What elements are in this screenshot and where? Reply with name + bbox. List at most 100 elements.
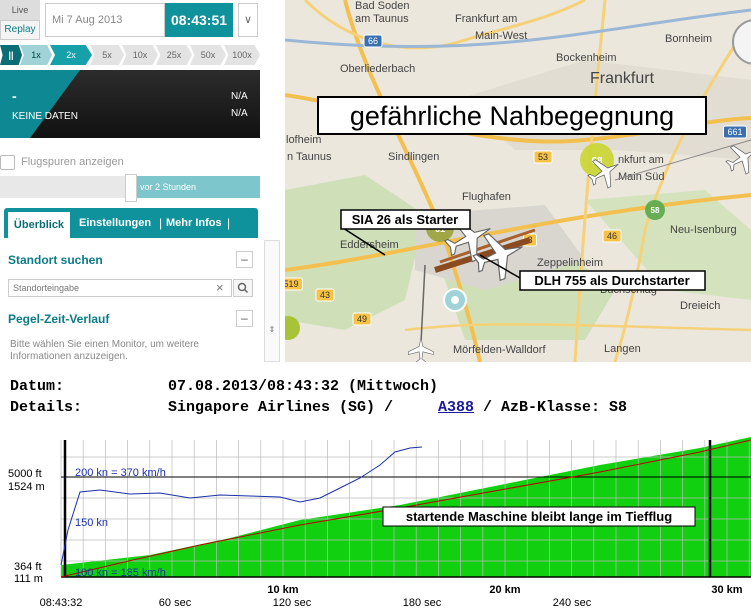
speed-button[interactable]: 1x: [20, 45, 52, 65]
annotation-box: [340, 209, 471, 230]
route-shield: [533, 150, 553, 164]
status-dash: -: [12, 88, 17, 104]
annotation: startende Maschine bleibt lange im Tieff…: [406, 509, 672, 524]
altitude-label: 364 ft: [14, 561, 42, 573]
annotation-pointer: [479, 254, 521, 279]
place-label: am Taunus: [355, 13, 409, 25]
annotation: gefährliche Nahbegegnung: [350, 101, 674, 131]
speed-button[interactable]: 100x: [224, 45, 260, 65]
river: [285, 8, 751, 49]
speed-label: 150 kn: [75, 517, 108, 529]
altitude-label: 5000 ft: [8, 468, 42, 480]
annotation: DLH 755 als Durchstarter: [534, 273, 689, 288]
place-label: Oberliederbach: [340, 63, 415, 75]
tab-active[interactable]: Überblick: [8, 212, 70, 238]
detail-value: / AzB-Klasse: S8: [483, 399, 628, 416]
altitude-label: 111 m: [14, 573, 43, 585]
speed-label: 100 kn = 185 km/h: [75, 567, 166, 579]
section-title: Pegel-Zeit-Verlauf: [8, 312, 110, 326]
tab-separator: |: [227, 216, 231, 230]
place-label: lofheim: [286, 134, 321, 146]
route-shield: [352, 312, 372, 326]
place-label: Sindlingen: [388, 151, 439, 163]
monitor-marker[interactable]: [285, 316, 300, 340]
time-field[interactable]: 08:43:51: [165, 3, 233, 37]
live-button[interactable]: Live: [0, 0, 40, 20]
slider-handle[interactable]: [125, 174, 137, 202]
flight-trail: [434, 237, 531, 273]
place-label: n Taunus: [287, 151, 332, 163]
checkbox[interactable]: [0, 155, 15, 170]
speed-button[interactable]: 50x: [190, 45, 226, 65]
labels: 5000 ft 1524 m 364 ft 111 m 200 kn = 370…: [8, 467, 743, 609]
forest: [585, 190, 751, 300]
distance-label: 30 km: [711, 584, 742, 596]
dropdown[interactable]: ∨: [238, 3, 258, 37]
search-input[interactable]: Standorteingabe: [8, 279, 232, 297]
tab[interactable]: Mehr Infos: [166, 217, 222, 229]
place-label: Flughafen: [462, 191, 511, 203]
route-number: 43: [320, 290, 330, 300]
place-label: Bad Soden: [355, 0, 409, 12]
search-button[interactable]: [233, 279, 253, 297]
time-label: 120 sec: [273, 597, 312, 609]
speed-line: [60, 446, 423, 566]
location-dot: [451, 296, 459, 304]
status-label: KEINE DATEN: [12, 111, 78, 122]
detail-label: Datum:: [10, 378, 65, 395]
road: [404, 322, 751, 332]
status-accent: [0, 70, 80, 138]
tab[interactable]: Einstellungen: [79, 217, 152, 229]
place-label: Dreieich: [680, 300, 720, 312]
route-number: 49: [357, 314, 367, 324]
speed-button[interactable]: 25x: [156, 45, 192, 65]
map-control[interactable]: [732, 19, 751, 65]
scrollbar[interactable]: ⇕: [264, 240, 280, 362]
place-label: Neu-Isenburg: [670, 224, 737, 236]
collapse-button[interactable]: –: [236, 310, 253, 327]
handle: [243, 288, 249, 294]
clear-icon[interactable]: ×: [216, 280, 224, 295]
marker-label: 58: [651, 206, 660, 215]
place-label: Bockenheim: [556, 52, 617, 64]
distance-label: 20 km: [489, 584, 520, 596]
section-title: Standort suchen: [8, 253, 103, 267]
place-label: Main Süd: [618, 171, 664, 183]
annotation-box: [382, 506, 696, 527]
route-number: 46: [607, 231, 617, 241]
status-value: N/A: [231, 108, 248, 119]
replay-button[interactable]: Replay: [0, 20, 40, 40]
speed-button[interactable]: 5x: [90, 45, 124, 65]
place-label: Langen: [604, 343, 641, 355]
place-label: Frankfurt: [590, 70, 655, 87]
route-shield: [723, 125, 747, 139]
profile-chart: 5000 ft 1524 m 364 ft 111 m 200 kn = 370…: [8, 437, 751, 609]
speed-button[interactable]: ||: [0, 45, 22, 65]
road: [303, 0, 586, 50]
annotation: SIA 26 als Starter: [352, 212, 458, 227]
detail-label: Details:: [10, 399, 83, 416]
route-shield: [363, 34, 383, 48]
time-label: 180 sec: [403, 597, 442, 609]
monitor-marker[interactable]: [645, 200, 665, 220]
checkbox-label[interactable]: Flugspuren anzeigen: [21, 156, 124, 168]
status-value: N/A: [231, 91, 248, 102]
flight-trail: [439, 228, 536, 264]
speed-label: 200 kn = 370 km/h: [75, 467, 166, 479]
place-label: nkfurt am: [618, 154, 664, 166]
lens: [237, 282, 247, 292]
search-icon: [237, 282, 249, 294]
aircraft-link[interactable]: A388: [438, 399, 475, 416]
time-label: 60 sec: [159, 597, 192, 609]
speed-button[interactable]: 10x: [122, 45, 158, 65]
speed-button[interactable]: 2x: [50, 45, 92, 65]
slider-fill: vor 2 Stunden: [136, 176, 260, 198]
detail-value: 07.08.2013/08:43:32 (Mittwoch): [168, 378, 439, 395]
route-number: 519: [285, 279, 299, 289]
route-number: 66: [368, 36, 378, 46]
date-field[interactable]: Mi 7 Aug 2013: [45, 3, 165, 37]
collapse-button[interactable]: –: [236, 251, 253, 268]
place-label: Zeppelinheim: [537, 257, 603, 269]
